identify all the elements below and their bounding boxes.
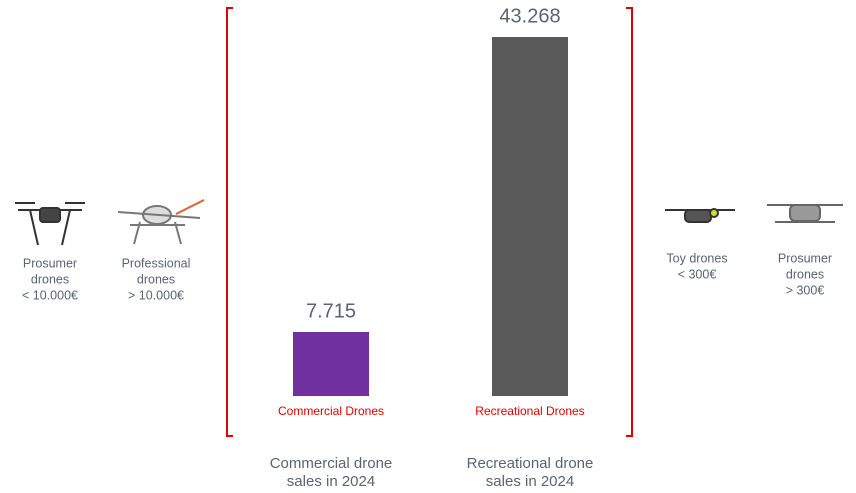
drone-caption: < 300€ [678,267,717,281]
drone-caption: Prosumer [23,256,77,270]
category-label: Commercial Drones [278,404,384,418]
drone-icon [15,202,85,246]
drone-caption: Professional [122,256,191,270]
drone-caption: < 10.000€ [22,288,78,302]
drone-caption: > 300€ [786,283,825,297]
caption: Recreational drone [467,455,594,472]
drone-icon [767,204,843,223]
drone-caption: > 10.000€ [128,288,184,302]
bracket-right [626,7,633,437]
category-label: Recreational Drones [475,404,584,418]
bar [492,37,568,396]
bar [293,331,369,396]
drone-caption: drones [137,272,175,286]
value-label: 7.715 [306,300,356,322]
value-label: 43.268 [499,5,560,27]
drone-caption: Toy drones [666,251,727,265]
caption: sales in 2024 [287,473,375,490]
drone-caption: Prosumer [778,251,832,265]
drone-icon [665,208,735,223]
caption: sales in 2024 [486,473,574,490]
drone-caption: drones [31,272,69,286]
drone-caption: drones [786,267,824,281]
bracket-left [226,7,233,437]
drone-icon [117,199,205,245]
caption: Commercial drone [270,455,393,472]
